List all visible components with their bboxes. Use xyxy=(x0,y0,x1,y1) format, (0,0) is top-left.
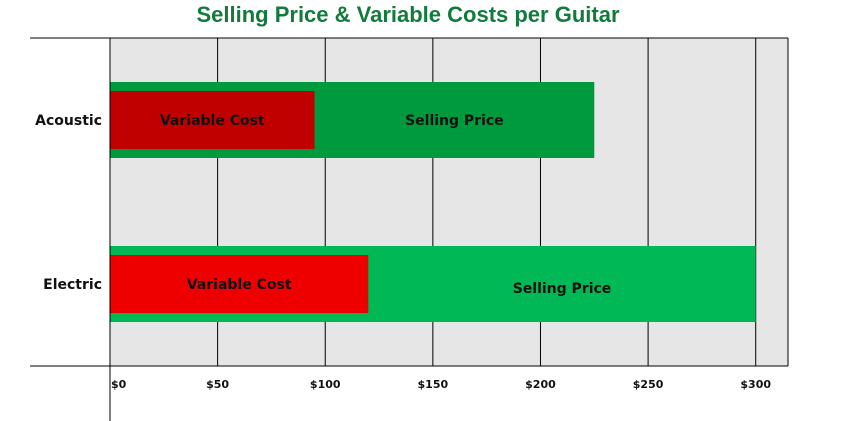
bar-label-variable-cost: Variable Cost xyxy=(160,113,265,129)
axes xyxy=(30,37,788,421)
x-tick-label: $50 xyxy=(206,378,229,391)
bar-label-variable-cost: Variable Cost xyxy=(187,277,292,293)
bar-label-selling-price: Selling Price xyxy=(405,113,504,129)
labels: Acoustic Variable Cost Selling Price Electr… xyxy=(35,113,771,391)
x-tick-label: $0 xyxy=(111,378,127,391)
category-label-electric: Electric xyxy=(43,277,102,293)
bars xyxy=(110,82,756,322)
bar-variable-cost-acoustic xyxy=(110,91,315,149)
x-tick-label: $250 xyxy=(633,378,664,391)
chart-title: Selling Price & Variable Costs per Guita… xyxy=(196,2,620,27)
x-tick-label: $150 xyxy=(418,378,449,391)
x-tick-label: $200 xyxy=(525,378,556,391)
category-label-acoustic: Acoustic xyxy=(35,113,102,129)
bar-label-selling-price: Selling Price xyxy=(513,281,612,297)
bar-variable-cost-electric xyxy=(110,255,369,313)
x-tick-label: $100 xyxy=(310,378,341,391)
x-tick-label: $300 xyxy=(740,378,771,391)
